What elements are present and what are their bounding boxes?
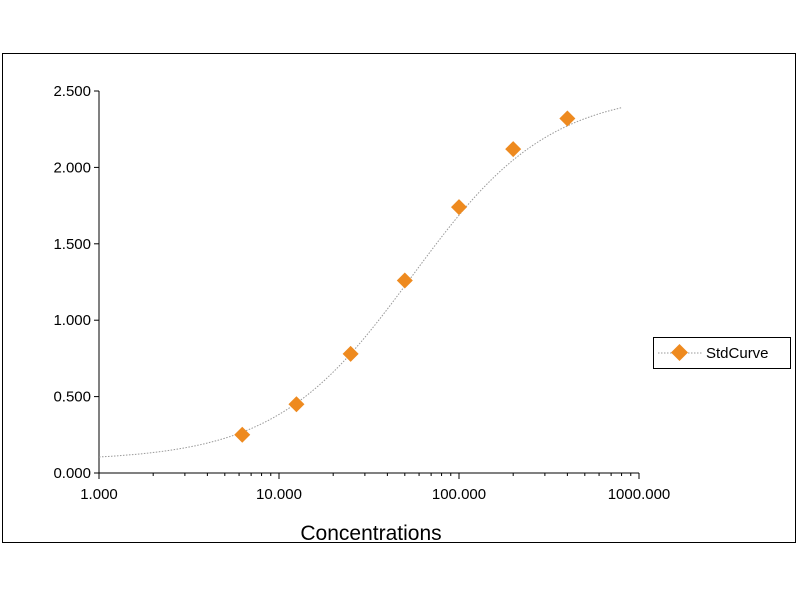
axes: 0.000 0.500 1.000 1.500 2.000 2.500 1.000 10.00… xyxy=(53,83,670,503)
x-tick-label: 1.000 xyxy=(80,486,118,503)
legend-diamond-icon xyxy=(671,344,688,361)
legend-label: StdCurve xyxy=(706,344,769,362)
x-axis-title: Concentrations xyxy=(300,522,441,542)
y-tick-label: 2.500 xyxy=(53,83,91,100)
data-point xyxy=(288,396,305,413)
y-tick-label: 0.000 xyxy=(53,465,91,482)
y-tick-label: 1.500 xyxy=(53,236,91,253)
data-points xyxy=(234,110,576,443)
legend-swatch xyxy=(654,338,706,368)
fit-curve-layer xyxy=(98,107,622,458)
y-tick-label: 0.500 xyxy=(53,389,91,406)
data-point xyxy=(451,199,467,216)
x-tick-label: 100.000 xyxy=(432,486,486,503)
plot-area: 0.000 0.500 1.000 1.500 2.000 2.500 1.000 10.00… xyxy=(53,83,670,542)
x-tick-label: 10.000 xyxy=(256,486,302,503)
data-point xyxy=(342,345,359,362)
y-tick-label: 1.000 xyxy=(53,312,91,329)
chart-frame: 0.000 0.500 1.000 1.500 2.000 2.500 1.000 10.00… xyxy=(2,53,796,543)
x-tick-label: 1000.000 xyxy=(608,486,671,503)
legend: StdCurve xyxy=(653,337,791,369)
y-tick-label: 2.000 xyxy=(53,159,91,176)
data-point xyxy=(559,110,576,127)
data-point xyxy=(396,272,413,289)
data-point xyxy=(234,426,251,443)
fit-curve xyxy=(98,107,622,458)
data-point xyxy=(505,141,522,158)
